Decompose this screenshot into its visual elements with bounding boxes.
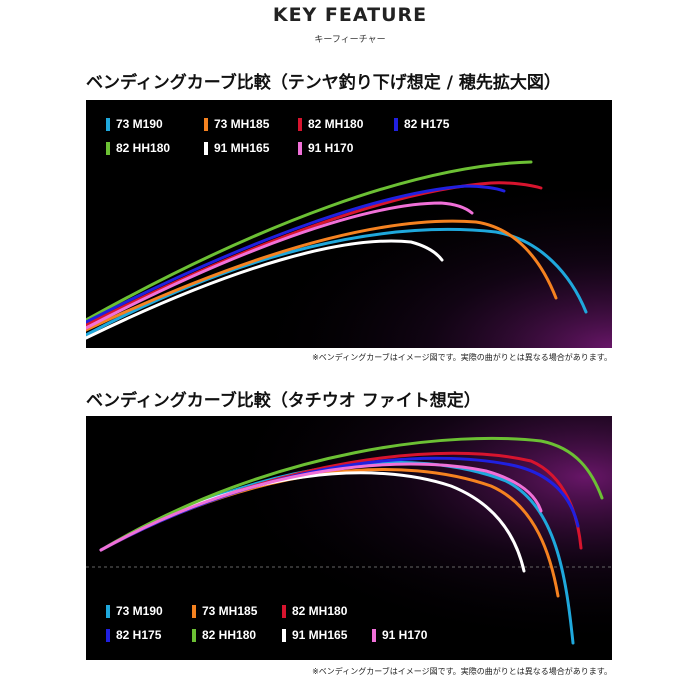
legend-label: 73 M190 bbox=[116, 604, 163, 618]
legend-item: 91 H170 bbox=[298, 141, 353, 155]
legend-item: 82 H175 bbox=[106, 628, 161, 642]
legend-item: 82 MH180 bbox=[282, 604, 347, 618]
series-line-82-hh180 bbox=[86, 160, 533, 322]
legend-swatch bbox=[282, 628, 286, 642]
legend-label: 82 H175 bbox=[116, 628, 162, 642]
legend-label: 73 MH185 bbox=[214, 117, 270, 131]
legend-label: 91 H170 bbox=[308, 141, 354, 155]
chart2-svg bbox=[86, 416, 612, 660]
chart1-title: ベンディングカーブ比較（テンヤ釣り下げ想定 / 穂先拡大図） bbox=[86, 73, 561, 93]
legend-item: 82 H175 bbox=[394, 117, 449, 131]
legend-item: 91 MH165 bbox=[282, 628, 347, 642]
legend-item: 73 MH185 bbox=[204, 117, 269, 131]
legend-swatch bbox=[192, 604, 196, 618]
legend-swatch bbox=[372, 628, 376, 642]
series-line-82-hh180 bbox=[99, 436, 604, 552]
legend-swatch bbox=[298, 117, 302, 131]
legend-label: 82 H175 bbox=[404, 117, 450, 131]
chart2-note: ※ベンディングカーブはイメージ図です。実際の曲がりとは異なる場合があります。 bbox=[312, 667, 612, 676]
legend-item: 73 M190 bbox=[106, 604, 163, 618]
background-glow bbox=[86, 416, 612, 660]
legend-label: 91 MH165 bbox=[214, 141, 270, 155]
legend-item: 73 MH185 bbox=[192, 604, 257, 618]
legend-item: 82 MH180 bbox=[298, 117, 363, 131]
legend-label: 73 M190 bbox=[116, 117, 163, 131]
legend-swatch bbox=[282, 604, 286, 618]
legend-item: 82 HH180 bbox=[106, 141, 170, 155]
legend-swatch bbox=[192, 628, 196, 642]
legend-item: 91 H170 bbox=[372, 628, 427, 642]
legend-label: 73 MH185 bbox=[202, 604, 258, 618]
legend-label: 91 MH165 bbox=[292, 628, 348, 642]
legend-swatch bbox=[394, 117, 398, 131]
chart1-panel: 73 M190 73 MH185 82 MH180 82 H175 82 HH180 91… bbox=[86, 100, 612, 348]
legend-swatch bbox=[298, 141, 302, 155]
legend-swatch bbox=[106, 141, 110, 155]
series-line-73-mh185 bbox=[86, 219, 558, 332]
chart1-note: ※ベンディングカーブはイメージ図です。実際の曲がりとは異なる場合があります。 bbox=[312, 353, 612, 362]
legend-swatch bbox=[106, 117, 110, 131]
series-line-91-mh165 bbox=[86, 239, 444, 340]
page-subtitle: キーフィーチャー bbox=[314, 35, 386, 45]
legend-item: 82 HH180 bbox=[192, 628, 256, 642]
legend-label: 82 MH180 bbox=[292, 604, 348, 618]
legend-label: 91 H170 bbox=[382, 628, 428, 642]
legend-label: 82 HH180 bbox=[202, 628, 257, 642]
legend-swatch bbox=[204, 141, 208, 155]
legend-label: 82 MH180 bbox=[308, 117, 364, 131]
background-glow bbox=[86, 100, 612, 348]
legend-item: 91 MH165 bbox=[204, 141, 269, 155]
chart2-panel: 73 M190 73 MH185 82 MH180 82 H175 82 HH180 91… bbox=[86, 416, 612, 660]
legend-swatch bbox=[106, 604, 110, 618]
legend-swatch bbox=[106, 628, 110, 642]
legend-swatch bbox=[204, 117, 208, 131]
series-line-82-mh180 bbox=[86, 181, 543, 327]
series-line-91-h170 bbox=[86, 201, 474, 330]
chart2-title: ベンディングカーブ比較（タチウオ ファイト想定） bbox=[86, 391, 481, 411]
series-line-91-h170 bbox=[99, 462, 543, 552]
legend-label: 82 HH180 bbox=[116, 141, 171, 155]
chart1-svg bbox=[86, 100, 612, 348]
series-line-82-h175 bbox=[86, 184, 506, 324]
legend-item: 73 M190 bbox=[106, 117, 163, 131]
page-title: KEY FEATURE bbox=[272, 4, 428, 26]
